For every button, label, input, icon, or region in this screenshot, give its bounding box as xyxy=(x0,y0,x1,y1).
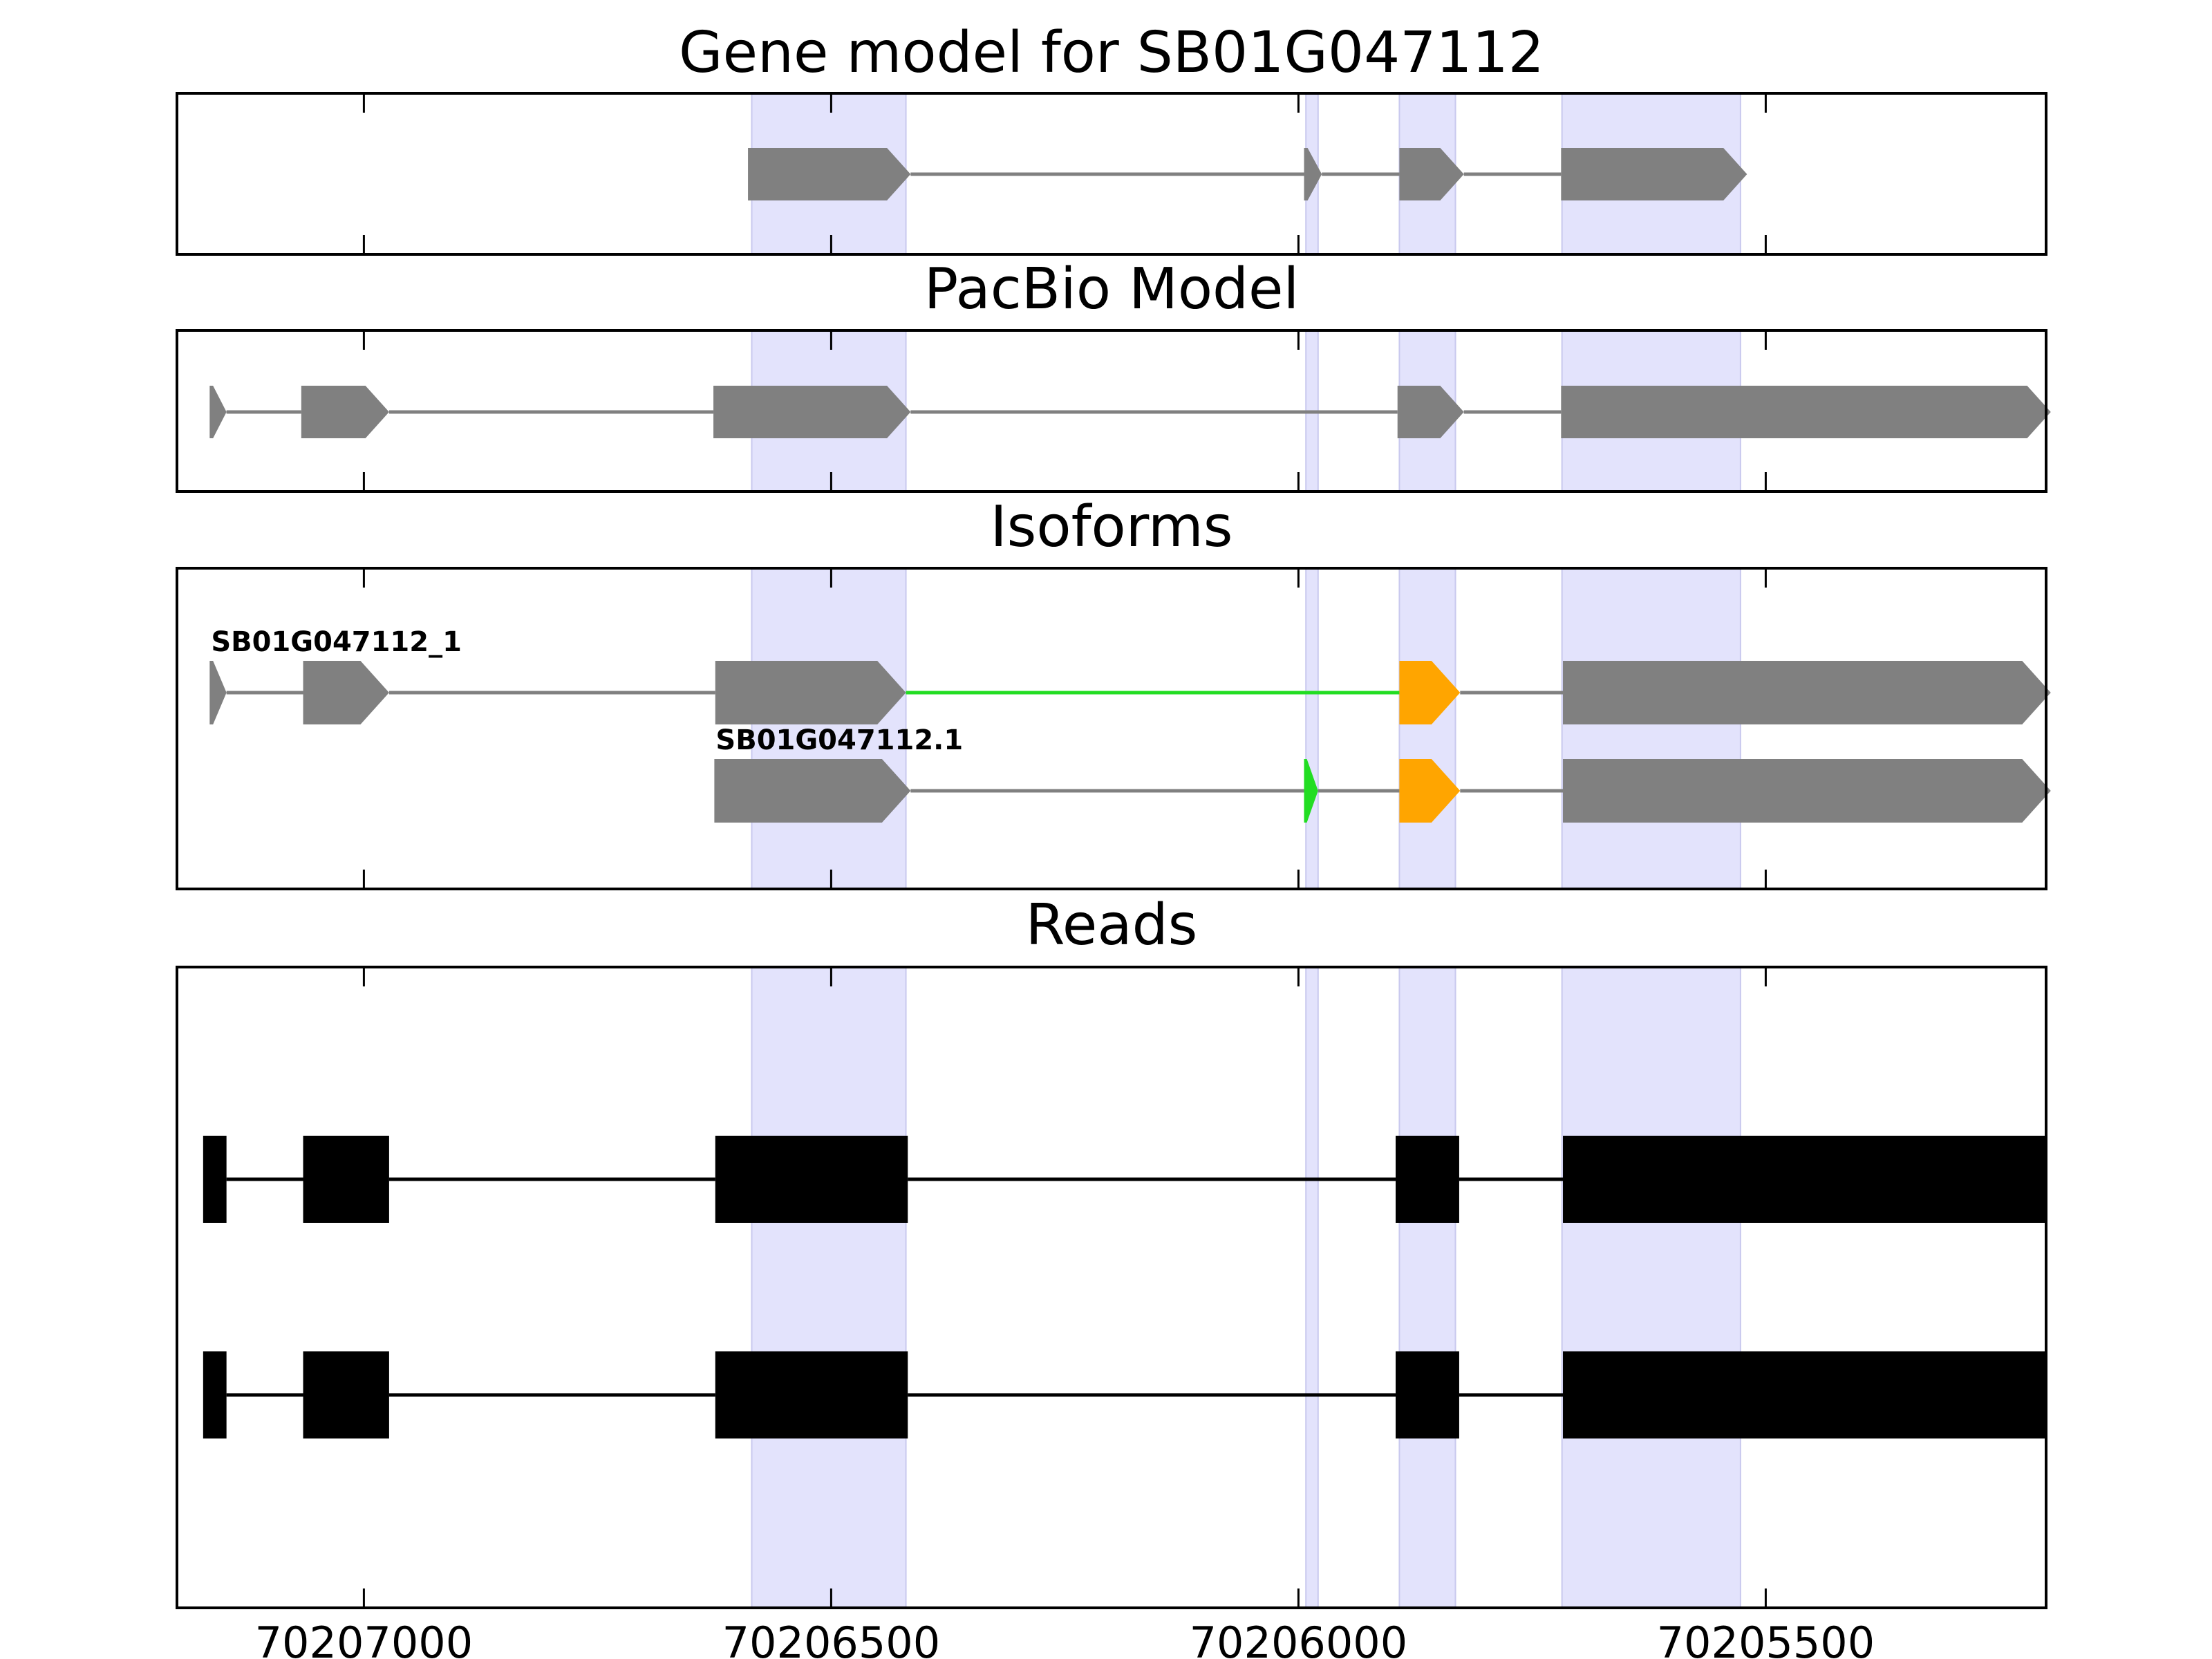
read-exon xyxy=(1396,1351,1459,1438)
exon xyxy=(715,661,906,724)
highlight-band xyxy=(1398,568,1456,890)
exon xyxy=(1304,148,1322,200)
exon xyxy=(209,661,227,724)
isoform-label: SB01G047112.1 xyxy=(715,724,963,756)
frames-layer xyxy=(176,92,2047,1609)
panel-frame xyxy=(176,92,2047,256)
panel-frame xyxy=(176,329,2047,493)
panel-frame xyxy=(176,966,2047,1609)
tracks-layer: SB01G047112_1 SB01G047112.1 xyxy=(203,148,2051,1438)
exon xyxy=(714,759,911,823)
ticks-layer: 70207000 70206500 70206000 70205500 xyxy=(255,93,1875,1659)
panel-title: PacBio Model xyxy=(924,256,1300,322)
highlight-layer xyxy=(751,93,1741,1609)
panel-frame xyxy=(176,567,2047,890)
isoform-label: SB01G047112_1 xyxy=(211,626,462,658)
exon xyxy=(303,661,389,724)
panel-title: Isoforms xyxy=(991,494,1233,560)
read-exon xyxy=(1563,1136,2046,1223)
panel-title: Gene model for SB01G047112 xyxy=(679,20,1544,86)
x-tick-label: 70206500 xyxy=(722,1618,941,1659)
highlight-band xyxy=(1561,568,1741,890)
titles-layer: Gene model for SB01G047112 PacBio Model Is… xyxy=(679,20,1544,958)
exon xyxy=(748,148,911,200)
read-exon xyxy=(303,1136,389,1223)
highlight-band xyxy=(751,966,907,1609)
highlight-band xyxy=(1305,966,1319,1609)
exon xyxy=(713,386,911,438)
exon xyxy=(1561,386,2051,438)
read-exon xyxy=(715,1351,908,1438)
read-exon xyxy=(1563,1351,2046,1438)
exon xyxy=(209,386,227,438)
exon-highlighted xyxy=(1399,661,1461,724)
read-exon xyxy=(1396,1136,1459,1223)
highlight-band xyxy=(1305,568,1319,890)
panel-title: Reads xyxy=(1026,892,1198,958)
exon xyxy=(1399,148,1464,200)
read-exon xyxy=(203,1136,227,1223)
exon xyxy=(1561,148,1747,200)
read-exon xyxy=(203,1351,227,1438)
highlight-band xyxy=(1561,966,1741,1609)
x-tick-label: 70207000 xyxy=(255,1618,474,1659)
x-tick-label: 70206000 xyxy=(1190,1618,1408,1659)
exon xyxy=(301,386,389,438)
highlight-band xyxy=(1398,966,1456,1609)
read-exon xyxy=(303,1351,389,1438)
exon-highlighted xyxy=(1399,759,1461,823)
exon xyxy=(1563,759,2051,823)
read-exon xyxy=(715,1136,908,1223)
exon xyxy=(1397,386,1464,438)
exon xyxy=(1563,661,2051,724)
highlight-band xyxy=(751,568,907,890)
exon-novel xyxy=(1304,759,1318,823)
x-tick-label: 70205500 xyxy=(1657,1618,1875,1659)
